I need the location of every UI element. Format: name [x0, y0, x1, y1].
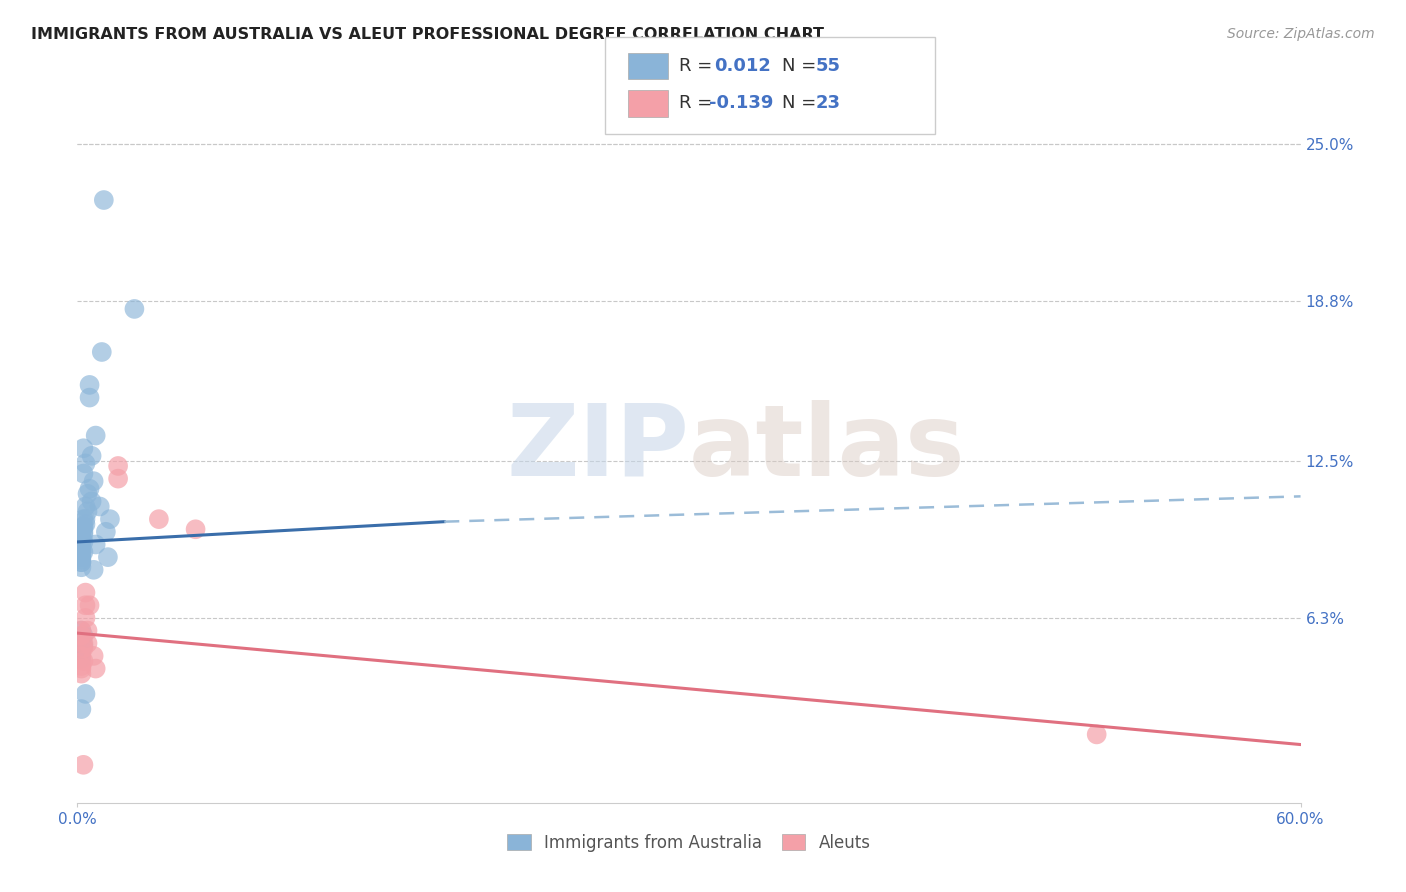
Point — [70, 552, 93, 566]
Point — [70, 550, 93, 565]
Text: ZIP: ZIP — [506, 400, 689, 497]
Point — [70, 666, 93, 681]
Point — [148, 512, 170, 526]
Text: N =: N = — [782, 57, 821, 75]
Point — [83, 474, 105, 488]
Point — [70, 662, 93, 676]
Text: R =: R = — [679, 57, 718, 75]
Point — [83, 648, 105, 663]
Point — [84, 428, 107, 442]
Point — [76, 487, 98, 501]
Point — [76, 624, 98, 638]
Point — [70, 702, 93, 716]
Point — [107, 458, 129, 473]
Point — [70, 555, 93, 569]
Point — [80, 494, 103, 508]
Point — [72, 641, 94, 656]
Point — [84, 662, 107, 676]
Point — [72, 520, 94, 534]
Point — [75, 585, 97, 599]
Point — [89, 500, 111, 514]
Text: Source: ZipAtlas.com: Source: ZipAtlas.com — [1227, 27, 1375, 41]
Point — [70, 530, 93, 544]
Point — [93, 193, 115, 207]
Text: -0.139: -0.139 — [709, 95, 773, 112]
Point — [75, 512, 97, 526]
Point — [72, 524, 94, 539]
Point — [79, 378, 101, 392]
Point — [70, 533, 93, 547]
Point — [72, 442, 94, 455]
Point — [98, 512, 121, 526]
Point — [72, 527, 94, 541]
Point — [75, 687, 97, 701]
Text: 0.012: 0.012 — [714, 57, 770, 75]
Point — [70, 540, 93, 554]
Point — [72, 636, 94, 650]
Point — [184, 522, 207, 536]
Text: N =: N = — [782, 95, 821, 112]
Legend: Immigrants from Australia, Aleuts: Immigrants from Australia, Aleuts — [501, 827, 877, 858]
Point — [70, 648, 93, 663]
Point — [72, 757, 94, 772]
Point — [97, 550, 120, 565]
Point — [1085, 727, 1108, 741]
Point — [84, 537, 107, 551]
Point — [75, 500, 97, 514]
Point — [75, 599, 97, 613]
Point — [72, 512, 94, 526]
Point — [76, 636, 98, 650]
Point — [70, 555, 93, 569]
Point — [72, 639, 94, 653]
Point — [124, 301, 146, 316]
Point — [90, 345, 112, 359]
Point — [75, 517, 97, 532]
Point — [70, 624, 93, 638]
Point — [83, 563, 105, 577]
Text: 23: 23 — [815, 95, 841, 112]
Point — [72, 545, 94, 559]
Point — [107, 472, 129, 486]
Point — [72, 520, 94, 534]
Point — [76, 504, 98, 518]
Point — [70, 537, 93, 551]
Point — [70, 548, 93, 562]
Point — [70, 542, 93, 557]
Point — [72, 629, 94, 643]
Point — [70, 540, 93, 554]
Point — [70, 560, 93, 574]
Point — [72, 467, 94, 481]
Point — [70, 659, 93, 673]
Point — [79, 391, 101, 405]
Text: IMMIGRANTS FROM AUSTRALIA VS ALEUT PROFESSIONAL DEGREE CORRELATION CHART: IMMIGRANTS FROM AUSTRALIA VS ALEUT PROFE… — [31, 27, 824, 42]
Point — [70, 527, 93, 541]
Point — [70, 624, 93, 638]
Text: atlas: atlas — [689, 400, 966, 497]
Point — [70, 548, 93, 562]
Point — [70, 651, 93, 665]
Point — [75, 611, 97, 625]
Point — [80, 449, 103, 463]
Point — [70, 629, 93, 643]
Text: R =: R = — [679, 95, 718, 112]
Point — [72, 535, 94, 549]
Point — [79, 482, 101, 496]
Point — [94, 524, 117, 539]
Point — [70, 535, 93, 549]
Point — [70, 533, 93, 547]
Point — [72, 654, 94, 668]
Point — [70, 535, 93, 549]
Text: 55: 55 — [815, 57, 841, 75]
Point — [70, 644, 93, 658]
Point — [75, 457, 97, 471]
Point — [79, 599, 101, 613]
